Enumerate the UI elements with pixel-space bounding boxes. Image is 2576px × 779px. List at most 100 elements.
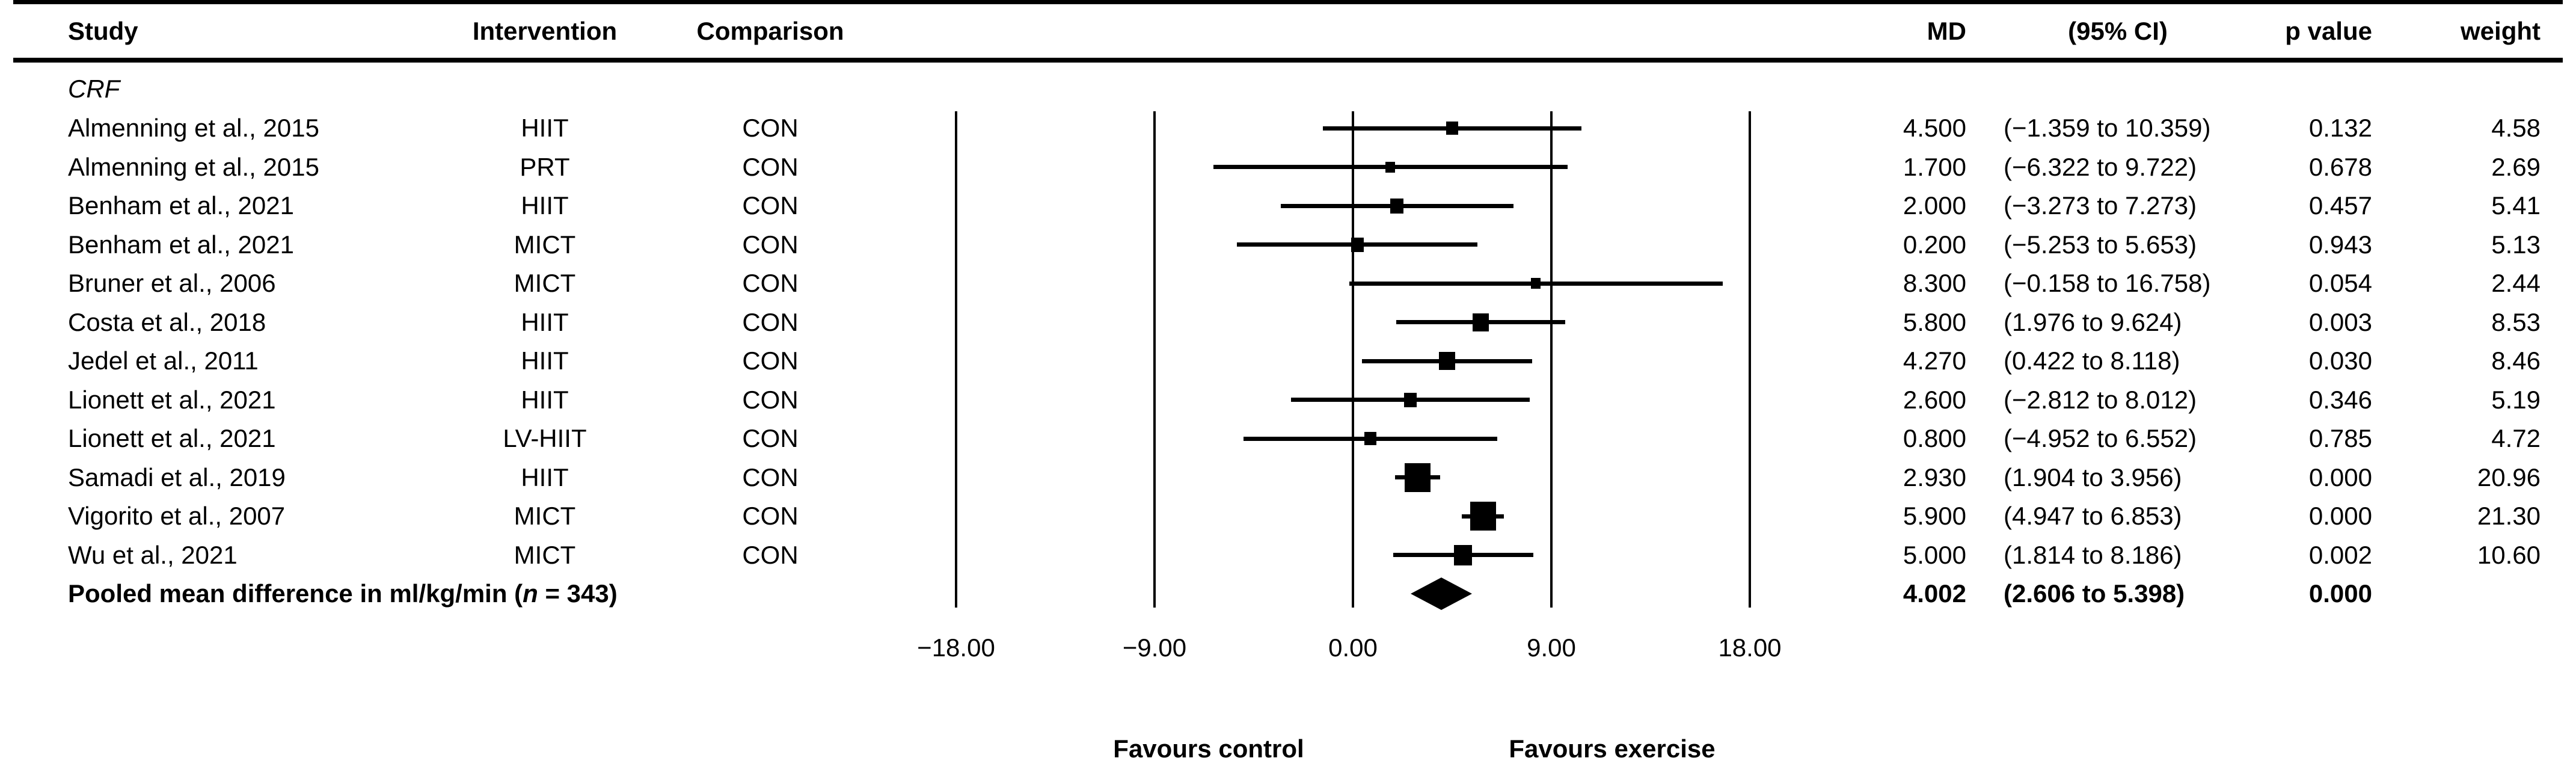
- study-row: Almenning et al., 2015 HIIT CON 4.500 (−…: [0, 109, 2576, 147]
- effect-marker: [1385, 162, 1395, 173]
- axis-tick-label: −18.00: [917, 633, 995, 662]
- intervention-cell: HIIT: [521, 346, 569, 375]
- pooled-label: Pooled mean difference in ml/kg/min (n =…: [68, 574, 970, 613]
- ci-cell: (−2.812 to 8.012): [2004, 386, 2197, 414]
- comparison-cell: CON: [742, 308, 799, 336]
- md-cell: 0.200: [1903, 230, 1966, 259]
- pooled-label-prefix: Pooled mean difference in ml/kg/min (: [68, 579, 523, 608]
- p-value-cell: 0.678: [2308, 153, 2372, 181]
- intervention-cell: HIIT: [521, 114, 569, 142]
- ci-cell: (−3.273 to 7.273): [2004, 191, 2197, 220]
- weight-cell: 4.58: [2491, 114, 2541, 142]
- pooled-label-n: n: [523, 579, 538, 608]
- effect-marker: [1473, 313, 1489, 331]
- weight-cell: 20.96: [2477, 463, 2541, 491]
- study-name-cell: Vigorito et al., 2007: [68, 502, 286, 530]
- intervention-cell: LV-HIIT: [503, 424, 587, 452]
- effect-marker: [1454, 545, 1472, 565]
- comparison-cell: CON: [742, 269, 799, 297]
- p-value-cell: 0.054: [2308, 269, 2372, 297]
- study-name-cell: Wu et al., 2021: [68, 541, 238, 569]
- axis-tick-label: −9.00: [1122, 633, 1187, 662]
- study-name-cell: Lionett et al., 2021: [68, 424, 276, 452]
- study-row: Vigorito et al., 2007 MICT CON 5.900 (4.…: [0, 497, 2576, 535]
- intervention-cell: MICT: [514, 541, 576, 569]
- study-row: Benham et al., 2021 MICT CON 0.200 (−5.2…: [0, 226, 2576, 264]
- axis-tick-label: 0.00: [1328, 633, 1378, 662]
- intervention-cell: HIIT: [521, 191, 569, 220]
- pooled-p-value-cell: 0.000: [2308, 579, 2372, 608]
- md-cell: 0.800: [1903, 424, 1966, 452]
- weight-cell: 5.19: [2491, 386, 2541, 414]
- effect-marker: [1446, 122, 1458, 135]
- weight-cell: 10.60: [2477, 541, 2541, 569]
- ci-cell: (−4.952 to 6.552): [2004, 424, 2197, 452]
- p-value-cell: 0.785: [2308, 424, 2372, 452]
- md-cell: 5.800: [1903, 308, 1966, 336]
- favours-control-label: Favours control: [1113, 734, 1304, 763]
- p-value-cell: 0.000: [2308, 463, 2372, 491]
- ci-cell: (−6.322 to 9.722): [2004, 153, 2197, 181]
- p-value-cell: 0.132: [2308, 114, 2372, 142]
- intervention-cell: MICT: [514, 502, 576, 530]
- p-value-cell: 0.002: [2308, 541, 2372, 569]
- ci-cell: (1.976 to 9.624): [2004, 308, 2182, 336]
- weight-cell: 2.69: [2491, 153, 2541, 181]
- md-cell: 5.900: [1903, 502, 1966, 530]
- p-value-cell: 0.346: [2308, 386, 2372, 414]
- effect-marker: [1405, 463, 1431, 492]
- group-row: CRF: [0, 70, 2576, 108]
- column-header-md: MD: [1927, 17, 1966, 45]
- axis-tick-label: 18.00: [1718, 633, 1782, 662]
- weight-cell: 5.13: [2491, 230, 2541, 259]
- md-cell: 5.000: [1903, 541, 1966, 569]
- pooled-row: Pooled mean difference in ml/kg/min (n =…: [0, 574, 2576, 613]
- p-value-cell: 0.000: [2308, 502, 2372, 530]
- weight-cell: 21.30: [2477, 502, 2541, 530]
- study-row: Lionett et al., 2021 HIIT CON 2.600 (−2.…: [0, 381, 2576, 419]
- p-value-cell: 0.457: [2308, 191, 2372, 220]
- comparison-cell: CON: [742, 346, 799, 375]
- study-name-cell: Lionett et al., 2021: [68, 386, 276, 414]
- ci-cell: (4.947 to 6.853): [2004, 502, 2182, 530]
- effect-marker: [1439, 352, 1455, 370]
- comparison-cell: CON: [742, 230, 799, 259]
- gridline: [1749, 111, 1751, 608]
- comparison-cell: CON: [742, 541, 799, 569]
- rule-header: [13, 58, 2563, 63]
- study-row: Costa et al., 2018 HIIT CON 5.800 (1.976…: [0, 303, 2576, 342]
- column-header-study: Study: [68, 17, 138, 45]
- effect-marker: [1351, 238, 1364, 252]
- intervention-cell: HIIT: [521, 308, 569, 336]
- study-row: Wu et al., 2021 MICT CON 5.000 (1.814 to…: [0, 536, 2576, 574]
- intervention-cell: HIIT: [521, 386, 569, 414]
- header-row: Study Intervention Comparison MD (95% CI…: [0, 12, 2576, 51]
- favours-exercise-label: Favours exercise: [1509, 734, 1716, 763]
- intervention-cell: MICT: [514, 269, 576, 297]
- study-row: Lionett et al., 2021 LV-HIIT CON 0.800 (…: [0, 419, 2576, 458]
- intervention-cell: PRT: [520, 153, 570, 181]
- intervention-cell: HIIT: [521, 463, 569, 491]
- study-row: Bruner et al., 2006 MICT CON 8.300 (−0.1…: [0, 264, 2576, 303]
- comparison-cell: CON: [742, 153, 799, 181]
- pooled-ci-cell: (2.606 to 5.398): [2004, 579, 2185, 608]
- weight-cell: 4.72: [2491, 424, 2541, 452]
- study-row: Jedel et al., 2011 HIIT CON 4.270 (0.422…: [0, 342, 2576, 380]
- p-value-cell: 0.003: [2308, 308, 2372, 336]
- pooled-label-suffix: = 343): [538, 579, 618, 608]
- pooled-md-cell: 4.002: [1903, 579, 1966, 608]
- effect-marker: [1470, 502, 1496, 531]
- intervention-cell: MICT: [514, 230, 576, 259]
- weight-cell: 8.53: [2491, 308, 2541, 336]
- ci-cell: (−1.359 to 10.359): [2004, 114, 2211, 142]
- ci-cell: (0.422 to 8.118): [2004, 346, 2180, 375]
- study-name-cell: Jedel et al., 2011: [68, 346, 259, 375]
- comparison-cell: CON: [742, 114, 799, 142]
- md-cell: 2.600: [1903, 386, 1966, 414]
- column-header-weight: weight: [2461, 17, 2541, 45]
- effect-marker: [1531, 278, 1541, 289]
- p-value-cell: 0.030: [2308, 346, 2372, 375]
- study-name-cell: Costa et al., 2018: [68, 308, 266, 336]
- comparison-cell: CON: [742, 502, 799, 530]
